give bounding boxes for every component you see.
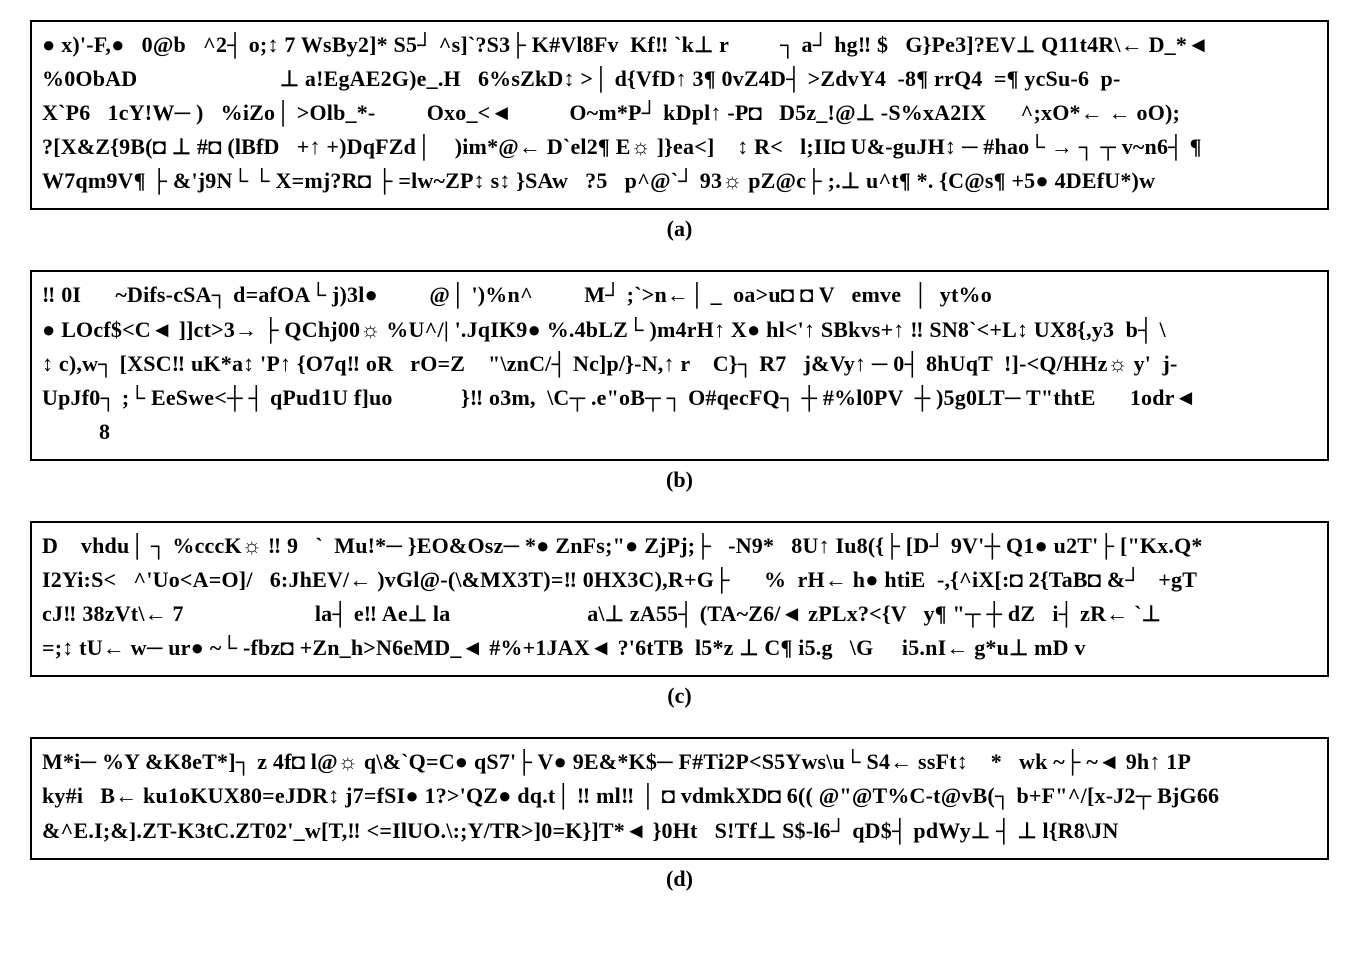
caption-a: (a) — [24, 216, 1335, 242]
panel-a-text: ● x)'-F,● 0@b ^2┤ o;↕ 7 WsBy2]* S5┘ ^s]`… — [42, 28, 1317, 198]
panel-d-text: M*i─ %Y &K8eT*]┐ z 4f◘ l@☼ q\&`Q=C● qS7'… — [42, 745, 1317, 847]
caption-b: (b) — [24, 467, 1335, 493]
panel-d: M*i─ %Y &K8eT*]┐ z 4f◘ l@☼ q\&`Q=C● qS7'… — [30, 737, 1329, 859]
caption-d: (d) — [24, 866, 1335, 892]
figure-page: ● x)'-F,● 0@b ^2┤ o;↕ 7 WsBy2]* S5┘ ^s]`… — [0, 0, 1359, 960]
panel-b-text: ‼ 0I ~Difs-cSA┐ d=afOA└ j)3l● @│ ')%n^ M… — [42, 278, 1317, 448]
panel-a: ● x)'-F,● 0@b ^2┤ o;↕ 7 WsBy2]* S5┘ ^s]`… — [30, 20, 1329, 210]
panel-b: ‼ 0I ~Difs-cSA┐ d=afOA└ j)3l● @│ ')%n^ M… — [30, 270, 1329, 460]
panel-c-text: D vhdu│ ┐ %cccK☼ ‼ 9 ` Mu!*─ }EO&Osz─ *●… — [42, 529, 1317, 665]
panel-c: D vhdu│ ┐ %cccK☼ ‼ 9 ` Mu!*─ }EO&Osz─ *●… — [30, 521, 1329, 677]
caption-c: (c) — [24, 683, 1335, 709]
